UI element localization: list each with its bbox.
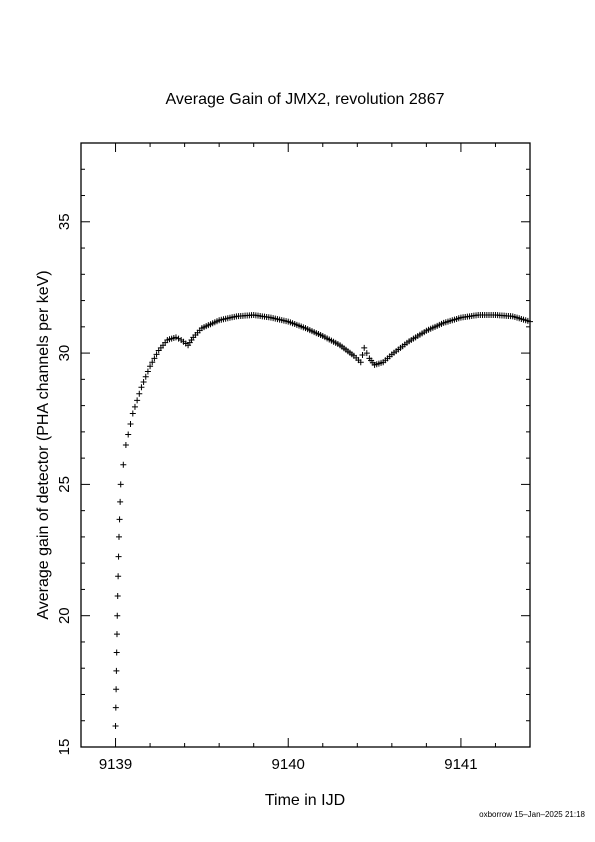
- chart-title: Average Gain of JMX2, revolution 2867: [166, 91, 445, 108]
- data-point: [140, 378, 147, 385]
- data-point: [115, 573, 122, 580]
- y-tick-label: 15: [56, 739, 73, 756]
- data-point: [116, 516, 123, 523]
- data-point: [138, 384, 145, 391]
- data-point: [363, 350, 370, 357]
- data-point: [129, 410, 136, 417]
- data-point: [112, 704, 119, 711]
- y-tick-label: 30: [56, 345, 73, 362]
- data-point: [115, 533, 122, 540]
- data-point: [136, 390, 143, 397]
- y-tick-label: 25: [56, 476, 73, 493]
- data-point: [172, 334, 179, 341]
- data-point: [117, 481, 124, 488]
- data-point: [122, 442, 129, 448]
- data-point: [113, 667, 120, 674]
- data-point: [114, 612, 121, 619]
- data-point: [142, 373, 149, 380]
- data-point: [153, 351, 160, 358]
- x-tick-label: 9141: [444, 756, 477, 773]
- tick-labels: 9139 9140 9141 15 20 25 30 35: [56, 213, 478, 773]
- plot-frame: [80, 142, 531, 748]
- axis-ticks: [80, 142, 531, 748]
- data-point: [125, 431, 132, 438]
- data-point: [147, 363, 154, 370]
- data-point: [131, 403, 138, 410]
- data-point: [115, 553, 122, 560]
- data-point: [117, 498, 124, 505]
- data-point: [127, 420, 134, 427]
- y-tick-label: 35: [56, 213, 73, 230]
- x-tick-label: 9140: [272, 756, 305, 773]
- data-point: [357, 359, 364, 366]
- data-point: [149, 359, 156, 366]
- data-point: [120, 461, 127, 468]
- data-point: [527, 318, 533, 325]
- data-point: [175, 335, 182, 342]
- footer-timestamp: oxborrow 15–Jan–2025 21:18: [479, 810, 585, 819]
- data-point: [112, 722, 119, 729]
- y-axis-label: Average gain of detector (PHA channels p…: [35, 270, 52, 619]
- y-tick-label: 20: [56, 607, 73, 624]
- data-points: [112, 312, 533, 729]
- data-point: [113, 686, 120, 693]
- data-point: [144, 368, 151, 375]
- data-point: [114, 593, 121, 599]
- data-point: [151, 355, 158, 362]
- x-tick-label: 9139: [99, 756, 132, 773]
- data-point: [361, 344, 368, 351]
- data-point: [134, 397, 141, 404]
- data-point: [113, 649, 120, 656]
- data-point: [113, 631, 120, 638]
- data-point: [359, 352, 366, 359]
- x-axis-label: Time in IJD: [265, 792, 345, 809]
